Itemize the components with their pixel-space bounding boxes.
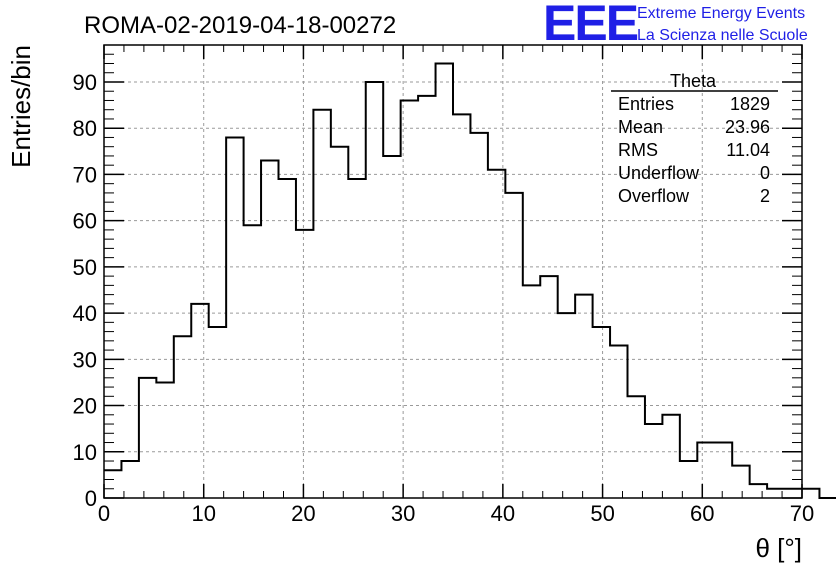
x-tick-label: 40 — [491, 501, 515, 526]
logo-line-2: La Scienza nelle Scuole — [637, 27, 808, 44]
stats-row-label: RMS — [618, 140, 658, 160]
plot-frame — [103, 44, 803, 499]
histogram-bin — [139, 378, 156, 498]
histogram-bin — [732, 466, 749, 498]
x-tick-label: 60 — [690, 501, 714, 526]
histogram-bin — [104, 470, 121, 498]
histogram-bin — [697, 443, 714, 498]
histogram-bin — [383, 156, 400, 498]
stats-box: Theta Entries 1829 Mean 23.96 RMS 11.04 Underf… — [611, 71, 778, 206]
histogram-step-line — [104, 62, 836, 499]
histogram-bin — [226, 137, 243, 498]
histogram-bin — [645, 424, 662, 498]
x-tick-label: 70 — [790, 501, 814, 526]
histogram-bin — [662, 415, 679, 498]
histogram-bin — [261, 161, 278, 498]
histogram-bin — [558, 313, 575, 498]
histogram-series — [104, 62, 836, 499]
y-tick-label: 20 — [73, 394, 97, 419]
stats-row-value: 2 — [760, 186, 770, 206]
histogram-bin — [470, 133, 487, 498]
stats-row-label: Mean — [618, 117, 663, 137]
logo-line-1: Extreme Energy Events — [637, 5, 805, 22]
stats-row-value: 0 — [760, 163, 770, 183]
histogram-bin — [750, 484, 767, 498]
histogram-bin — [209, 327, 226, 498]
histogram-bin — [575, 295, 592, 498]
histogram-bin — [453, 114, 470, 498]
stats-row-value: 23.96 — [725, 117, 770, 137]
histogram-bin — [505, 193, 522, 498]
y-tick-label: 90 — [73, 70, 97, 95]
histogram-bin — [540, 276, 557, 498]
y-tick-label: 0 — [85, 486, 97, 511]
y-tick-label: 60 — [73, 209, 97, 234]
histogram-bin — [401, 100, 418, 498]
x-tick-label: 0 — [98, 501, 110, 526]
stats-row-label: Underflow — [618, 163, 700, 183]
histogram-bin — [802, 489, 819, 498]
stats-row-label: Overflow — [618, 186, 690, 206]
histogram-bin — [174, 336, 191, 498]
histogram-bin — [313, 110, 330, 498]
y-tick-label: 80 — [73, 116, 97, 141]
grid-lines — [104, 45, 802, 498]
histogram-bin — [593, 327, 610, 498]
chart-title: ROMA-02-2019-04-18-00272 — [84, 12, 396, 39]
stats-row-value: 11.04 — [726, 140, 770, 160]
histogram-bin — [348, 179, 365, 498]
histogram-bin — [244, 225, 261, 498]
histogram-bin — [436, 63, 453, 498]
stats-row-label: Entries — [618, 94, 674, 114]
logo-mark: EEE — [543, 0, 638, 51]
histogram-bin — [785, 489, 802, 498]
y-tick-label: 70 — [73, 162, 97, 187]
x-tick-label: 50 — [590, 501, 614, 526]
eee-logo: EEE Extreme Energy Events La Scienza nel… — [543, 0, 808, 51]
histogram-bin — [331, 147, 348, 498]
histogram-bin — [488, 170, 505, 498]
y-tick-label: 10 — [73, 440, 97, 465]
x-tick-label: 30 — [391, 501, 415, 526]
histogram-bin — [156, 382, 173, 498]
histogram-bin — [418, 96, 435, 498]
y-axis-label: Entries/bin — [6, 45, 36, 168]
y-tick-label: 30 — [73, 347, 97, 372]
histogram-bin — [191, 304, 208, 498]
histogram-bin — [366, 82, 383, 498]
histogram-bin — [279, 179, 296, 498]
histogram-bin — [715, 443, 732, 498]
histogram-bin — [296, 230, 313, 498]
histogram-bin — [628, 396, 645, 498]
y-tick-label: 50 — [73, 255, 97, 280]
y-tick-label: 40 — [73, 301, 97, 326]
x-axis-label: θ [°] — [755, 533, 802, 563]
histogram-bin — [523, 285, 540, 498]
histogram-bin — [610, 345, 627, 498]
stats-row-value: 1829 — [730, 94, 770, 114]
x-tick-label: 20 — [291, 501, 315, 526]
stats-box-title: Theta — [670, 71, 717, 91]
x-tick-label: 10 — [191, 501, 215, 526]
